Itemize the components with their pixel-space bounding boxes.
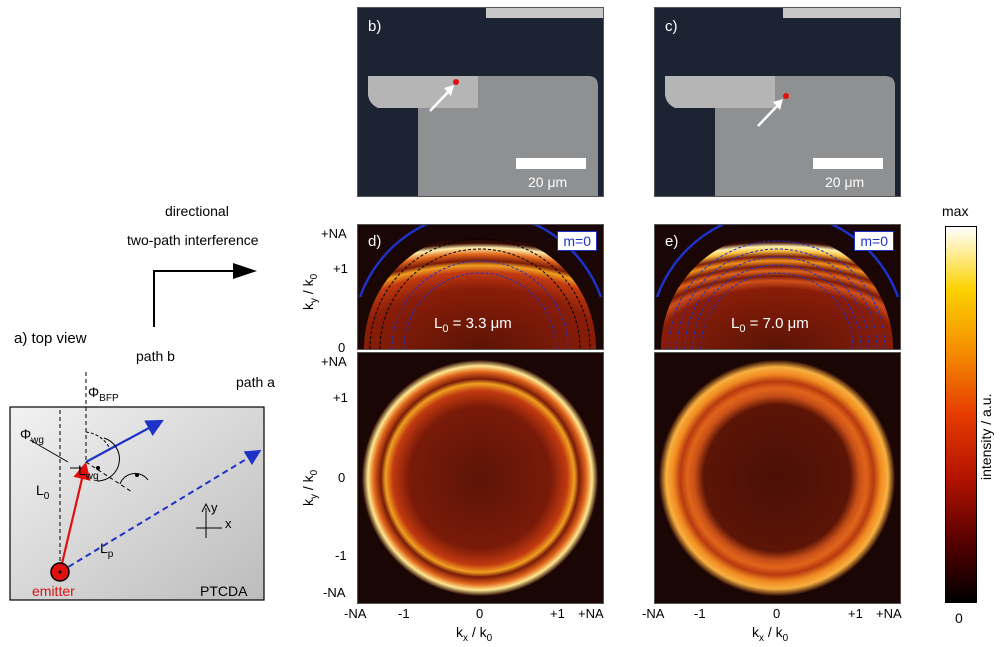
e-x-tick-m1: -1 [694,606,706,621]
panel-c-scalebar [813,158,883,169]
path-b-label: path b [136,348,175,364]
panel-c-image: c) 20 μm [654,7,901,197]
panel-d-bottom-ylabel: ky / k0 [300,469,320,506]
d-bot-tick-1: +1 [333,390,348,405]
d-x-tick-0: 0 [476,606,484,621]
panel-e-top: e) m=0 L0 = 7.0 μm [654,224,901,350]
panel-d-l0-label: L0 = 3.3 μm [434,315,512,335]
panel-e-l0-label: L0 = 7.0 μm [731,315,809,335]
waveguide-line [58,461,91,573]
d-bot-tick-m1: -1 [335,548,347,563]
phi-wg-label: Φwg [20,426,44,446]
l-wg-label: Lwg [78,462,99,482]
d-top-tick-na: +NA [321,226,347,241]
d-bot-tick-mna: -NA [323,585,346,600]
axis-y-label: y [211,500,218,515]
d-x-tick-p1: +1 [550,606,565,621]
colorbar-max-label: max [942,203,969,219]
panel-d-xlabel: kx / k0 [456,624,493,644]
path-a-label: path a [236,374,275,390]
l-p-label: Lp [100,540,114,560]
d-bot-tick-na: +NA [321,354,347,369]
path-b-line [85,419,164,463]
e-x-tick-mna: -NA [642,606,665,621]
colorbar-min-label: 0 [955,610,963,626]
caption-line1: directional [165,203,229,219]
panel-a-diagram [9,372,265,601]
bent-arrow [153,263,257,327]
panel-a-title: a) top view [14,330,87,347]
panel-d-mode-badge: m=0 [557,231,597,251]
panel-c-scale-text: 20 μm [825,174,865,190]
panel-b-image: b) 20 μm [357,7,604,197]
ptcda-label: PTCDA [200,583,248,599]
d-x-tick-m1: -1 [398,606,410,621]
d-x-tick-pna: +NA [578,606,604,621]
d-top-tick-0: 0 [338,340,346,355]
path-a-line [59,449,262,573]
emitter-label: emitter [32,583,75,599]
d-bot-tick-0: 0 [338,470,346,485]
d-x-tick-mna: -NA [344,606,367,621]
panel-b-scalebar [516,158,586,169]
colorbar [945,226,977,603]
e-x-tick-p1: +1 [848,606,863,621]
panel-d-bottom [357,352,604,604]
l-0-label: L0 [36,482,50,502]
phi-bfp-label: ΦBFP [88,384,119,404]
axis-x-label: x [225,516,232,531]
panel-e-bottom [654,352,901,604]
panel-d-label: d) [368,233,382,250]
panel-e-label: e) [665,233,679,250]
colorbar-label: intensity / a.u. [978,393,994,480]
panel-b-scale-text: 20 μm [528,174,568,190]
caption-line2: two-path interference [127,232,259,248]
panel-d-top: d) m=0 L0 = 3.3 μm [357,224,604,350]
panel-b-label: b) [368,18,382,35]
e-x-tick-pna: +NA [876,606,902,621]
panel-e-xlabel: kx / k0 [752,624,789,644]
ptcda-rect [9,406,265,601]
panel-e-mode-badge: m=0 [854,231,894,251]
d-top-tick-1: +1 [333,261,348,276]
panel-c-label: c) [665,18,678,35]
panel-d-top-ylabel: ky / k0 [300,273,320,310]
e-x-tick-0: 0 [773,606,781,621]
